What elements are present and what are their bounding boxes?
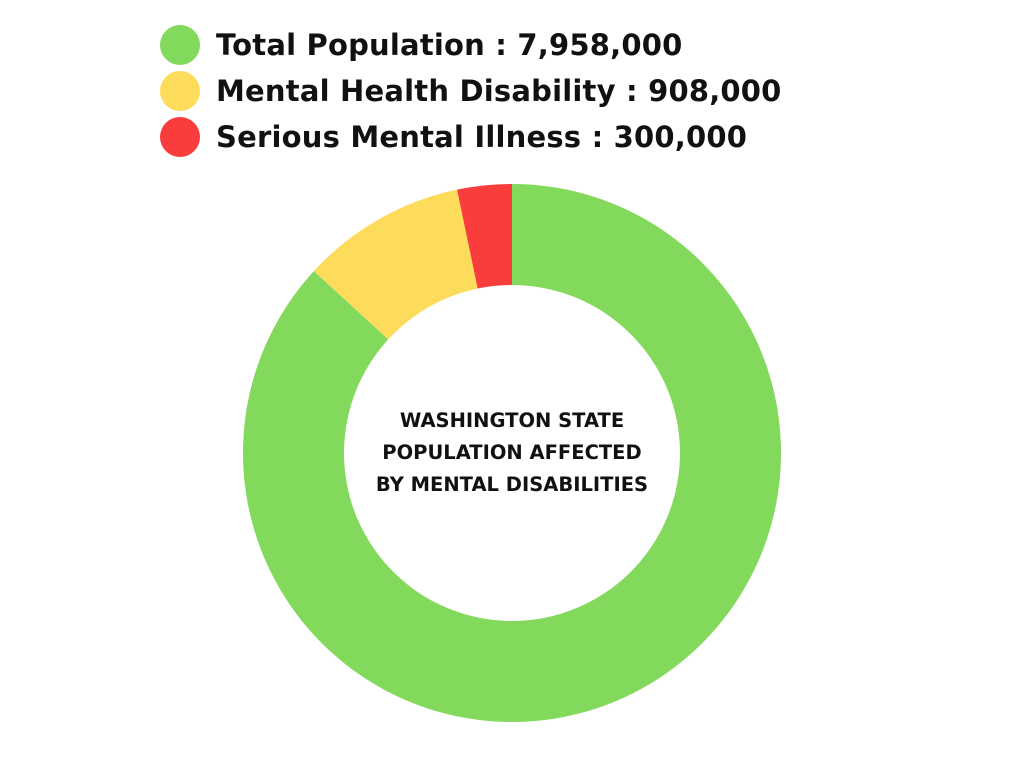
legend-item-mental-health-disability: Mental Health Disability : 908,000 — [160, 68, 782, 114]
donut-slice-total-population — [242, 184, 781, 723]
legend-series-name: Total Population — [216, 28, 485, 62]
donut-slice-mental-health-disability — [313, 189, 478, 340]
legend-label-serious-mental-illness: Serious Mental Illness : 300,000 — [216, 120, 747, 154]
legend-value: 7,958,000 — [517, 28, 683, 62]
legend-separator: : — [485, 28, 518, 62]
chart-legend: Total Population : 7,958,000 Mental Heal… — [160, 22, 782, 160]
legend-swatch-mental-health-disability — [160, 71, 200, 111]
legend-item-total-population: Total Population : 7,958,000 — [160, 22, 782, 68]
legend-separator: : — [615, 74, 649, 108]
donut-slice-serious-mental-illness — [457, 184, 512, 289]
chart-center-title: WASHINGTON STATE POPULATION AFFECTED BY … — [362, 405, 662, 501]
legend-swatch-serious-mental-illness — [160, 117, 200, 157]
center-title-line-2: POPULATION AFFECTED — [382, 441, 642, 464]
center-title-line-1: WASHINGTON STATE — [399, 409, 625, 432]
legend-value: 908,000 — [648, 74, 782, 108]
legend-separator: : — [581, 120, 614, 154]
legend-label-total-population: Total Population : 7,958,000 — [216, 28, 682, 62]
legend-label-mental-health-disability: Mental Health Disability : 908,000 — [216, 74, 782, 108]
center-title-line-3: BY MENTAL DISABILITIES — [375, 473, 649, 496]
legend-series-name: Serious Mental Illness — [216, 120, 582, 154]
legend-item-serious-mental-illness: Serious Mental Illness : 300,000 — [160, 114, 782, 160]
legend-value: 300,000 — [613, 120, 748, 154]
legend-swatch-total-population — [160, 25, 200, 65]
legend-series-name: Mental Health Disability — [216, 74, 616, 108]
